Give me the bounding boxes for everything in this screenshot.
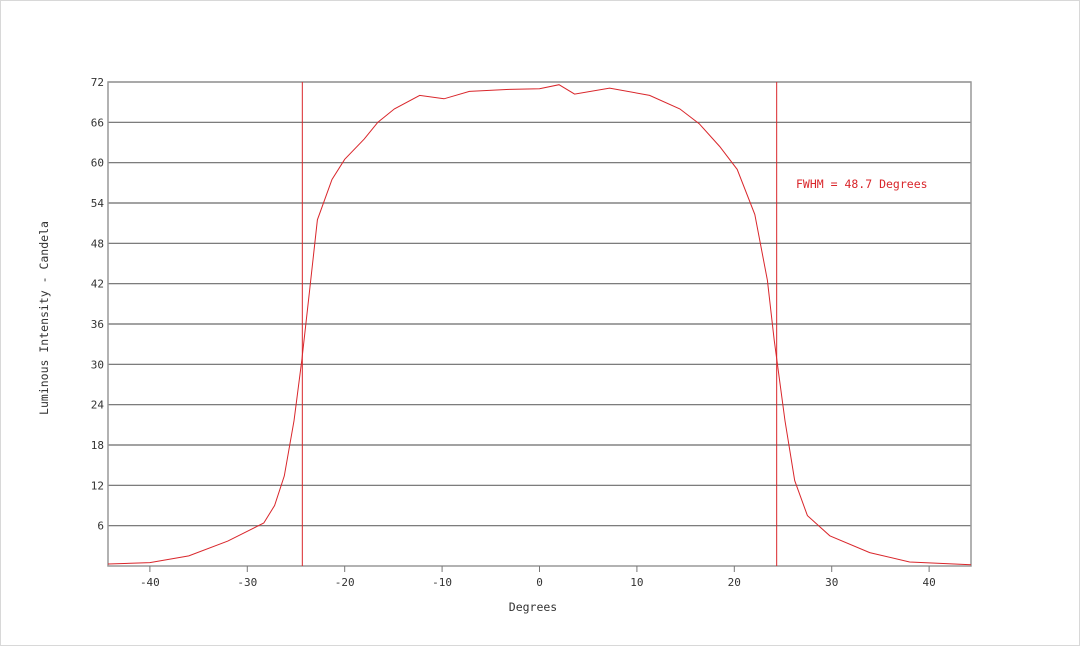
fwhm-annotation: FWHM = 48.7 Degrees	[796, 177, 928, 191]
y-tick-label: 12	[91, 479, 104, 492]
x-tick-label: -30	[237, 576, 257, 589]
x-tick-label: -10	[432, 576, 452, 589]
y-tick-label: 60	[91, 157, 104, 170]
x-tick-label: 20	[728, 576, 741, 589]
y-axis-label: Luminous Intensity - Candela	[37, 221, 51, 415]
y-tick-label: 30	[91, 358, 104, 371]
grid	[108, 81, 971, 527]
y-tick-label: 54	[91, 197, 105, 210]
y-tick-label: 66	[91, 116, 104, 129]
y-tick-label: 42	[91, 278, 104, 291]
y-tick-label: 48	[91, 237, 104, 250]
x-tick-label: 30	[825, 576, 838, 589]
x-tick-label: 40	[922, 576, 935, 589]
y-tick-label: 24	[91, 399, 105, 412]
y-tick-label: 6	[97, 520, 104, 533]
x-tick-label: 0	[536, 576, 543, 589]
fwhm-markers	[301, 82, 778, 566]
x-tick-label: -20	[335, 576, 355, 589]
y-tick-label: 36	[91, 318, 104, 331]
x-tick-label: 10	[630, 576, 643, 589]
intensity-curve	[107, 84, 972, 566]
y-tick-label: 72	[91, 76, 104, 89]
y-tick-label: 18	[91, 439, 104, 452]
y-axis: 6 12 18 24 30 36 42 48 54 60 66 72	[91, 76, 105, 533]
x-axis-label: Degrees	[509, 600, 557, 614]
x-tick-label: -40	[140, 576, 160, 589]
x-axis: -40 -30 -20 -10 0 10 20 30 40	[140, 566, 936, 589]
